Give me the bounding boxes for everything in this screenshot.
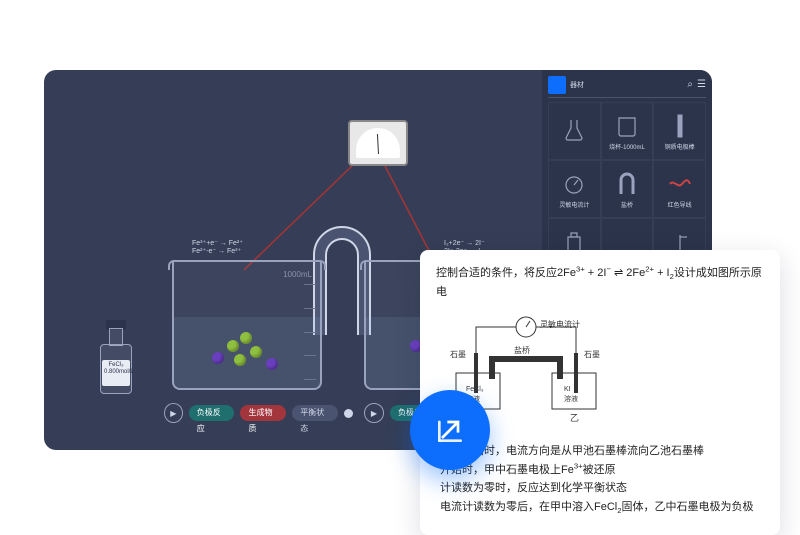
ammeter-needle bbox=[377, 134, 379, 154]
tool-label: 烧杯-1000mL bbox=[609, 142, 645, 151]
question-card: 控制合适的条件，将反应2Fe3+ + 2I− ⇌ 2Fe2+ + I2设计成如图… bbox=[420, 250, 780, 535]
tool-label: 红色导线 bbox=[668, 200, 692, 209]
tool-item[interactable]: 烧杯-1000mL bbox=[601, 102, 654, 160]
diagram-bridge-label: 盐桥 bbox=[514, 345, 530, 355]
reagent-bottle[interactable]: FeCl₃ 0.800mol/L bbox=[96, 320, 136, 394]
play-button[interactable]: ▶ bbox=[164, 403, 183, 423]
half-reaction-left: Fe³⁺+e⁻ → Fe²⁺ Fe²⁺-e⁻ → Fe³⁺ bbox=[192, 240, 243, 256]
tool-label: 铜质电极棒 bbox=[665, 142, 695, 151]
question-title: 控制合适的条件，将反应2Fe3+ + 2I− ⇌ 2Fe2+ + I2设计成如图… bbox=[436, 264, 764, 301]
tool-label: 灵敏电流计 bbox=[559, 200, 589, 209]
share-fab[interactable] bbox=[410, 390, 490, 470]
option-c: 计读数为零时，反应达到化学平衡状态 bbox=[436, 479, 764, 498]
tool-label: 盐桥 bbox=[621, 200, 633, 209]
tool-icon bbox=[615, 112, 639, 140]
eqn-line: Fe²⁺-e⁻ → Fe³⁺ bbox=[192, 248, 243, 256]
particle bbox=[234, 354, 246, 366]
control-bar-left: ▶ 负极反应 生成物质 平衡状态 bbox=[164, 402, 344, 424]
tool-icon bbox=[668, 170, 692, 198]
search-icon[interactable]: ⌕ bbox=[687, 79, 693, 90]
tool-icon bbox=[562, 170, 586, 198]
toolbox-icon bbox=[548, 76, 566, 94]
ammeter[interactable] bbox=[348, 120, 408, 166]
play-button[interactable]: ▶ bbox=[364, 403, 384, 423]
share-icon bbox=[434, 414, 466, 446]
diagram-right-elec: 石墨 bbox=[584, 350, 600, 359]
beaker-capacity-label: 1000mL bbox=[283, 270, 312, 279]
chip-reaction[interactable]: 负极反应 bbox=[189, 405, 235, 421]
diagram-right-sol-2: 溶液 bbox=[564, 394, 578, 403]
toolbox-title: 器材 bbox=[570, 80, 584, 90]
particle bbox=[266, 358, 278, 370]
toolbox-header: 器材 ⌕ ☰ bbox=[548, 76, 706, 98]
tool-item[interactable]: 灵敏电流计 bbox=[548, 160, 601, 218]
tool-icon bbox=[668, 112, 692, 140]
bottle-label: FeCl₃ 0.800mol/L bbox=[102, 360, 130, 386]
tool-icon bbox=[562, 116, 586, 144]
tool-item[interactable]: 铜质电极棒 bbox=[653, 102, 706, 160]
particle bbox=[227, 340, 239, 352]
tool-item[interactable]: 盐桥 bbox=[601, 160, 654, 218]
particle bbox=[240, 332, 252, 344]
chip-equilibrium[interactable]: 平衡状态 bbox=[292, 405, 338, 421]
eqn-line: I₂+2e⁻ → 2I⁻ bbox=[444, 240, 485, 248]
eqn-line: Fe³⁺+e⁻ → Fe²⁺ bbox=[192, 240, 243, 248]
particle bbox=[212, 352, 224, 364]
tool-item[interactable] bbox=[548, 102, 601, 160]
beaker-left[interactable]: 1000mL bbox=[172, 260, 322, 390]
list-icon[interactable]: ☰ bbox=[697, 79, 706, 90]
diagram-left-elec: 石墨 bbox=[450, 350, 466, 359]
diagram-left-sol-1: FeCl₃ bbox=[466, 386, 484, 393]
chip-products[interactable]: 生成物质 bbox=[240, 405, 286, 421]
diagram-right-sol-1: KI bbox=[564, 386, 571, 393]
option-b: 开始时，甲中石墨电极上Fe3+被还原 bbox=[436, 461, 764, 480]
tool-icon bbox=[615, 170, 639, 198]
particle bbox=[250, 346, 262, 358]
tool-item[interactable]: 红色导线 bbox=[653, 160, 706, 218]
question-options: 反应开始时，电流方向是从甲池石墨棒流向乙池石墨棒 开始时，甲中石墨电极上Fe3+… bbox=[436, 442, 764, 517]
option-d: 电流计读数为零后，在甲中溶入FeCl2固体，乙中石墨电极为负极 bbox=[436, 498, 764, 517]
diagram-right-cup: 乙 bbox=[570, 413, 579, 423]
